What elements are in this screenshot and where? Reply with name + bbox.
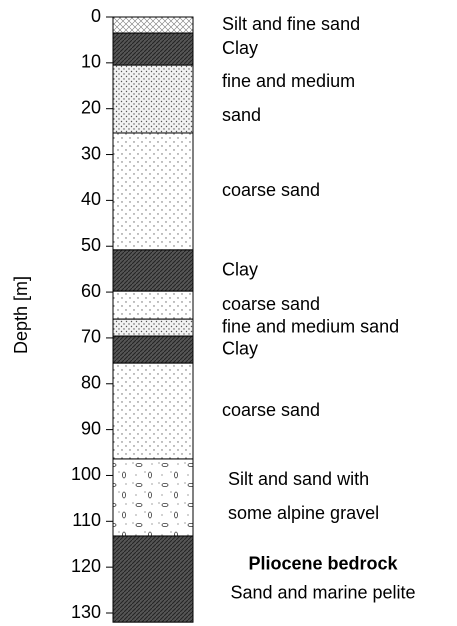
layer	[112, 64, 194, 134]
layer-label: Clay	[222, 338, 258, 358]
layer	[112, 318, 194, 337]
layer	[112, 290, 194, 320]
layer	[112, 458, 194, 537]
y-tick-label: 10	[81, 52, 101, 72]
layer-label: coarse sand	[222, 180, 320, 200]
layer-label: Silt and sand with	[228, 469, 369, 489]
layer-label: fine and medium sand	[222, 316, 399, 336]
layer-label: coarse sand	[222, 294, 320, 314]
layer-label: some alpine gravel	[228, 503, 379, 523]
layer-label: Clay	[222, 38, 258, 58]
layer-label: Sand and marine pelite	[230, 582, 415, 602]
layer	[112, 132, 194, 251]
layer-label: Clay	[222, 259, 258, 279]
y-tick-label: 130	[71, 602, 101, 622]
y-tick-label: 40	[81, 189, 101, 209]
layer-label: sand	[222, 105, 261, 125]
layer-label: fine and medium	[222, 71, 355, 91]
layer	[112, 362, 194, 460]
y-tick-label: 20	[81, 97, 101, 117]
layer	[112, 32, 194, 66]
y-tick-label: 100	[71, 464, 101, 484]
y-tick-label: 80	[81, 373, 101, 393]
y-tick-label: 0	[91, 6, 101, 26]
layer-label: Silt and fine sand	[222, 14, 360, 34]
y-tick-label: 70	[81, 327, 101, 347]
layer	[112, 535, 194, 623]
layer	[112, 16, 194, 34]
y-tick-label: 120	[71, 556, 101, 576]
layer-label: Pliocene bedrock	[248, 553, 398, 573]
y-tick-label: 50	[81, 235, 101, 255]
y-tick-label: 30	[81, 143, 101, 163]
layer-label: coarse sand	[222, 400, 320, 420]
layer	[112, 249, 194, 292]
axis-label: Depth [m]	[11, 276, 31, 354]
y-tick-label: 110	[72, 510, 101, 530]
y-tick-label: 60	[81, 281, 101, 301]
y-tick-label: 90	[81, 418, 101, 438]
layer	[112, 335, 194, 364]
